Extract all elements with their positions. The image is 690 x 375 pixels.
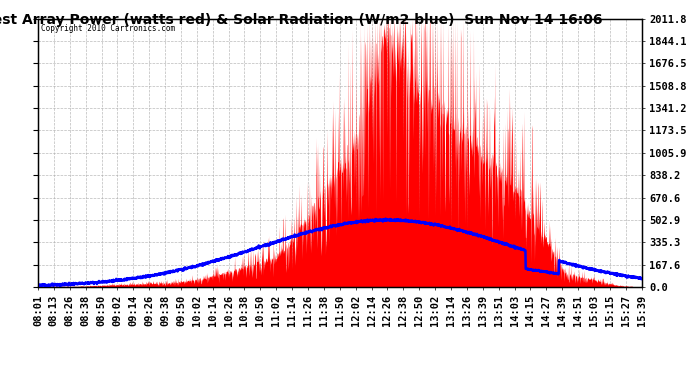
- Text: Copyright 2010 Cartronics.com: Copyright 2010 Cartronics.com: [41, 24, 175, 33]
- Text: West Array Power (watts red) & Solar Radiation (W/m2 blue)  Sun Nov 14 16:06: West Array Power (watts red) & Solar Rad…: [0, 13, 602, 27]
